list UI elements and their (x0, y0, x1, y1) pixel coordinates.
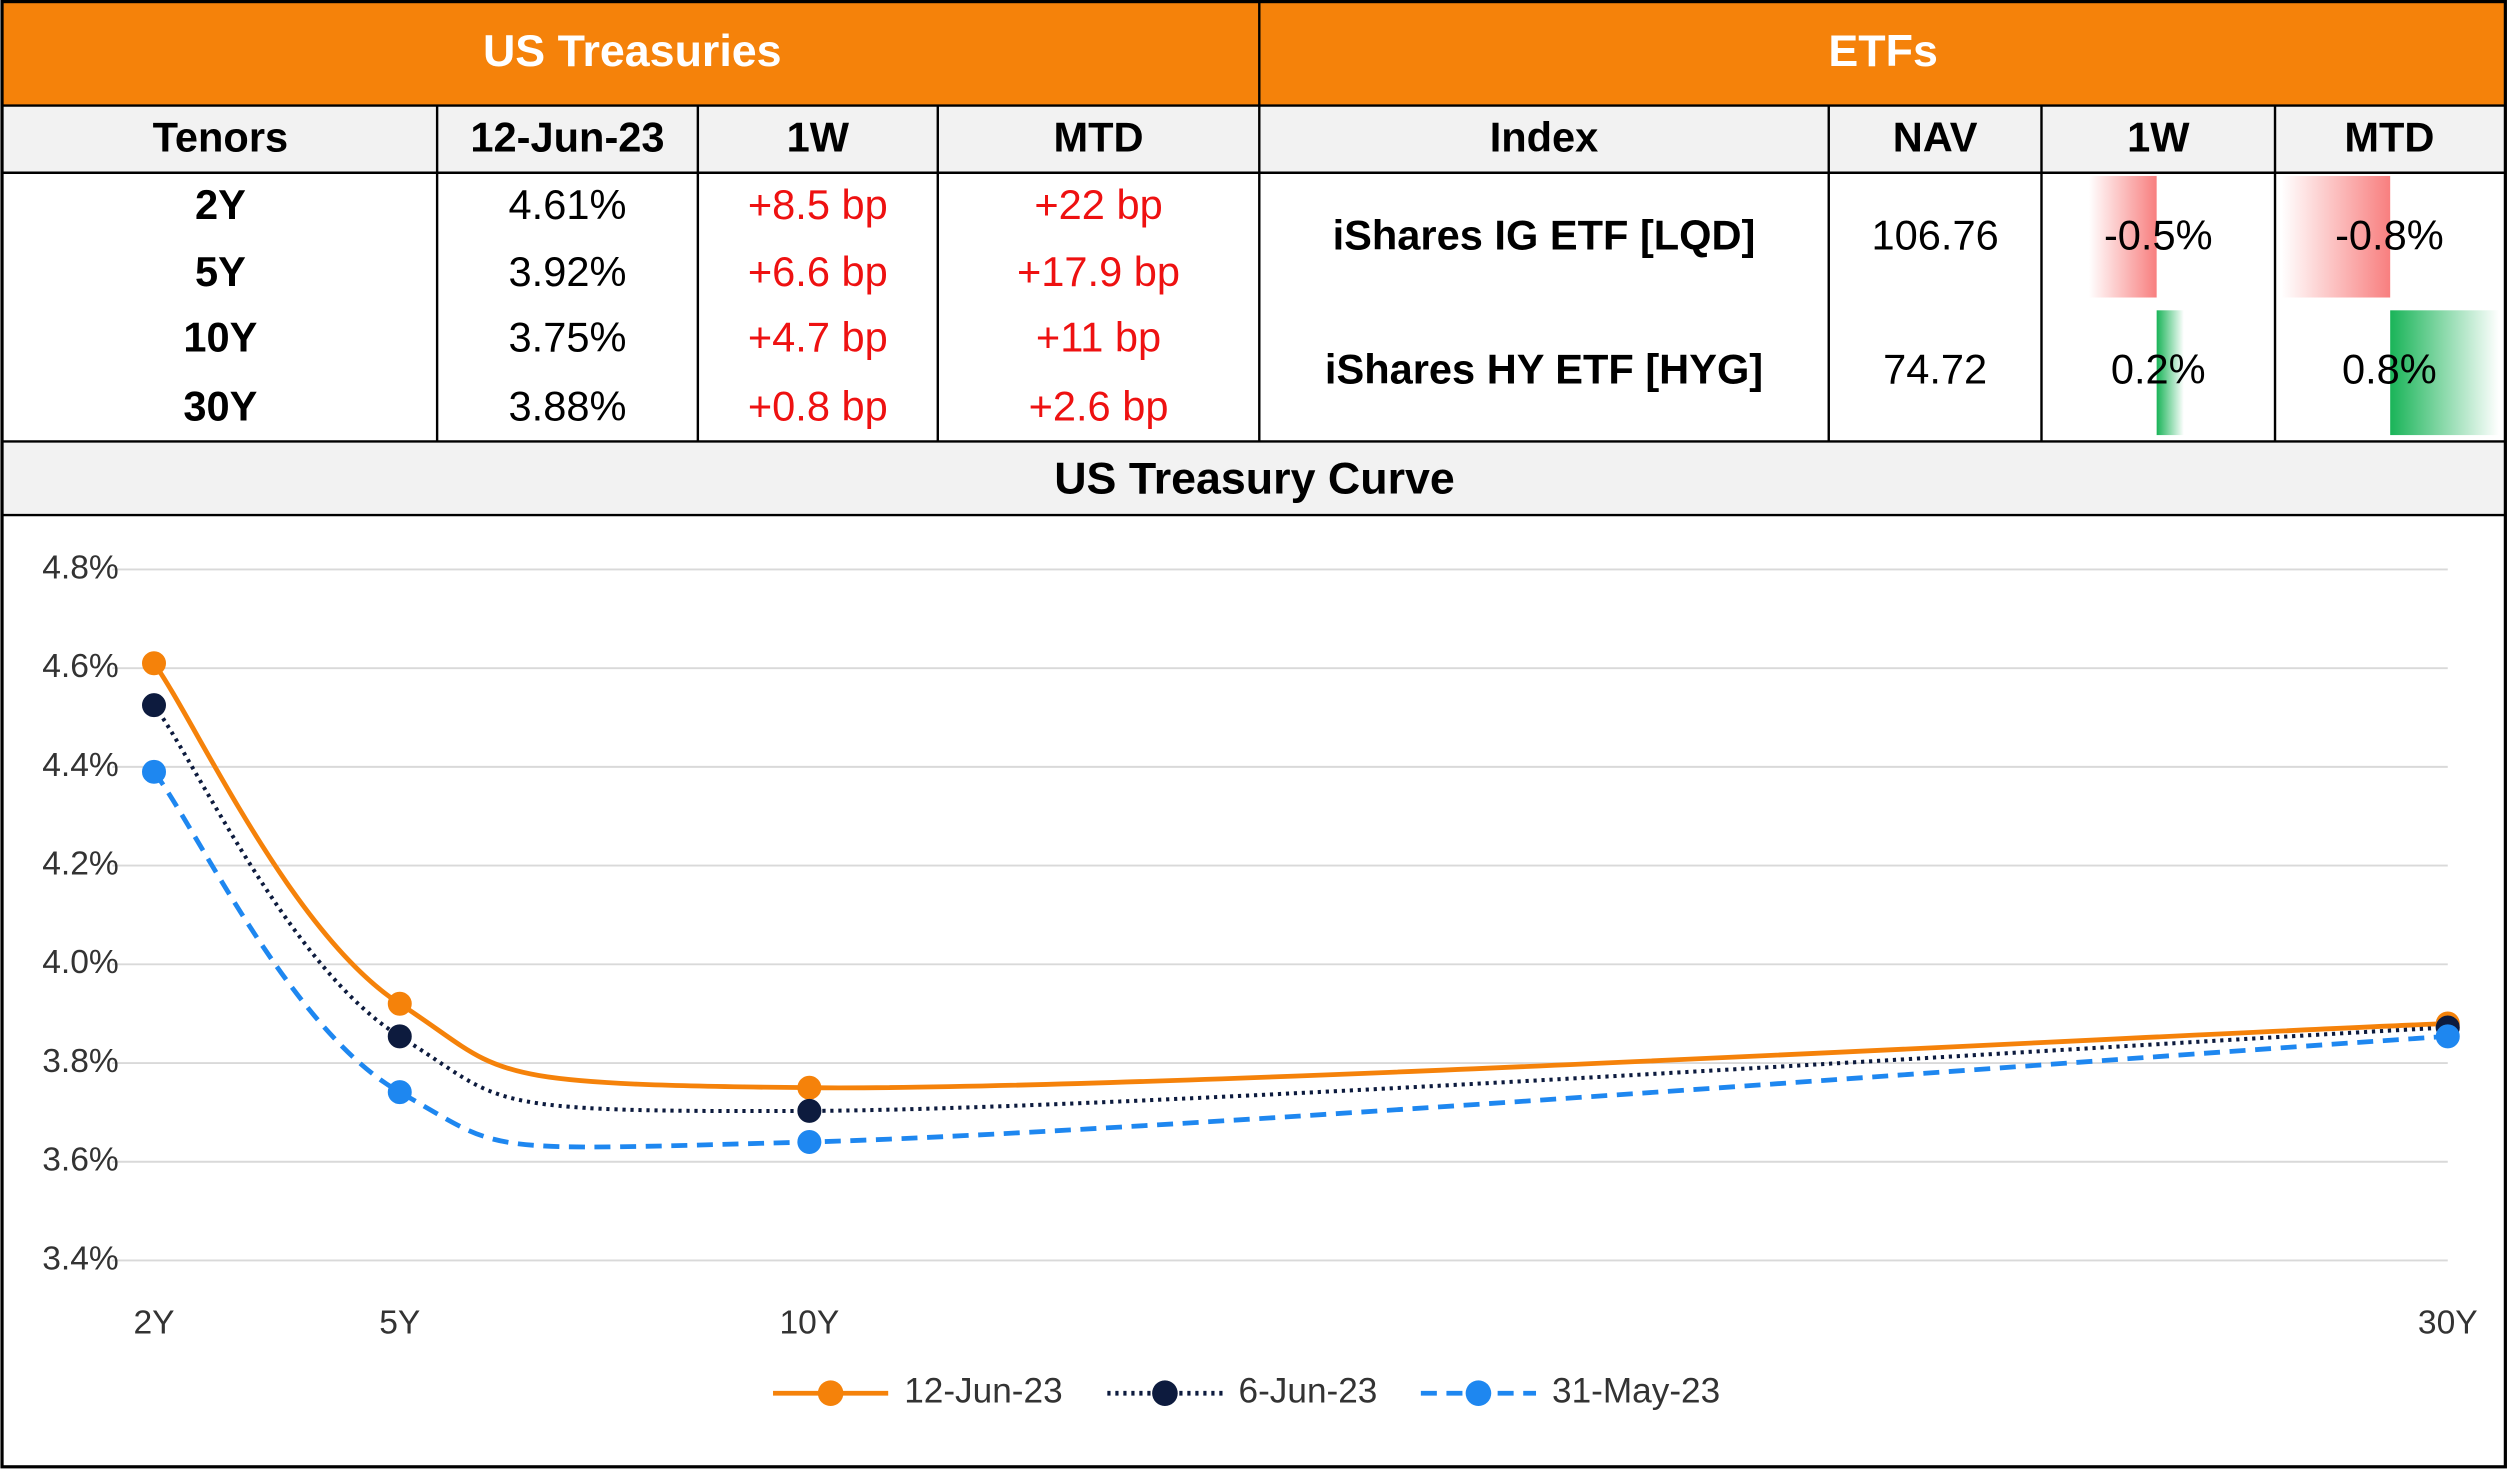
series-marker (387, 1024, 412, 1049)
row-label: 30Y (183, 382, 257, 429)
column-header: MTD (2344, 114, 2434, 161)
cell: 0.2% (2111, 346, 2206, 393)
series-marker (797, 1098, 822, 1123)
legend-label: 31-May-23 (1552, 1372, 1720, 1411)
legend-label: 12-Jun-23 (904, 1372, 1062, 1411)
cell: +2.6 bp (1029, 382, 1169, 429)
series-marker (797, 1130, 822, 1154)
y-tick-label: 4.0% (42, 944, 119, 981)
column-header: Tenors (153, 114, 289, 161)
section-title: ETFs (1828, 26, 1937, 76)
data-bar (2156, 310, 2184, 436)
cell: 106.76 (1872, 211, 1999, 258)
legend-marker (817, 1380, 844, 1407)
data-bars (2088, 175, 2499, 436)
content: Tenors 12-Jun-23 1W MTD 2Y 4.61% +8.5 bp +22 bp… (42, 114, 2477, 1411)
data-bar (2281, 175, 2391, 298)
row-label: 2Y (195, 181, 246, 228)
y-tick-label: 4.6% (42, 648, 119, 685)
chart-title-band (2, 441, 2506, 516)
series-marker (142, 651, 166, 676)
cell: 3.75% (509, 314, 627, 361)
chart-title: US Treasury Curve (1054, 453, 1455, 503)
section-title: US Treasuries (483, 26, 782, 76)
column-header: 1W (2127, 114, 2190, 161)
cell: +17.9 bp (1017, 248, 1180, 295)
column-header: 1W (787, 114, 850, 161)
y-tick-label: 4.2% (42, 845, 119, 882)
y-tick-label: 3.4% (42, 1240, 119, 1277)
x-tick-label: 5Y (379, 1304, 420, 1341)
series-marker (142, 693, 166, 718)
row-label: iShares HY ETF [HYG] (1325, 346, 1763, 393)
cell: +4.7 bp (748, 314, 888, 361)
cell: 3.88% (509, 382, 627, 429)
data-bar (2088, 175, 2157, 298)
column-header: 12-Jun-23 (470, 114, 664, 161)
row-label: 10Y (183, 314, 257, 361)
cell: +22 bp (1034, 181, 1162, 228)
cell: 3.92% (509, 248, 627, 295)
column-header: NAV (1893, 114, 1978, 161)
series-marker (142, 759, 166, 784)
column-header-band (2, 105, 2506, 173)
cell: +8.5 bp (748, 181, 888, 228)
cell: +6.6 bp (748, 248, 888, 295)
legend-marker (1152, 1380, 1178, 1407)
series-line (152, 770, 2448, 1150)
data-bar (2390, 310, 2499, 436)
cell: 4.61% (509, 181, 627, 228)
column-header: MTD (1054, 114, 1144, 161)
legend-marker (1465, 1380, 1492, 1407)
y-tick-label: 3.6% (42, 1142, 119, 1179)
column-header: Index (1490, 114, 1599, 161)
row-label: iShares IG ETF [LQD] (1333, 211, 1756, 258)
row-label: 5Y (195, 248, 246, 295)
cell: -0.8% (2335, 211, 2444, 258)
y-tick-label: 3.8% (42, 1043, 119, 1080)
y-tick-label: 4.4% (42, 747, 119, 784)
x-tick-label: 10Y (779, 1304, 839, 1341)
cell: 0.8% (2342, 346, 2437, 393)
series-marker (797, 1075, 822, 1100)
series-marker (387, 1080, 412, 1105)
cell: -0.5% (2104, 211, 2213, 258)
series-line (152, 661, 2448, 1091)
legend-label: 6-Jun-23 (1239, 1372, 1378, 1411)
x-tick-label: 2Y (133, 1304, 174, 1341)
cell: +0.8 bp (748, 382, 888, 429)
series-line (152, 703, 2448, 1114)
header-band (2, 1, 2506, 106)
cell: 74.72 (1883, 346, 1987, 393)
y-tick-label: 4.8% (42, 549, 119, 586)
x-tick-label: 30Y (2418, 1304, 2478, 1341)
cell: +11 bp (1036, 314, 1161, 361)
series-marker (387, 991, 412, 1016)
series-marker (2435, 1024, 2460, 1049)
